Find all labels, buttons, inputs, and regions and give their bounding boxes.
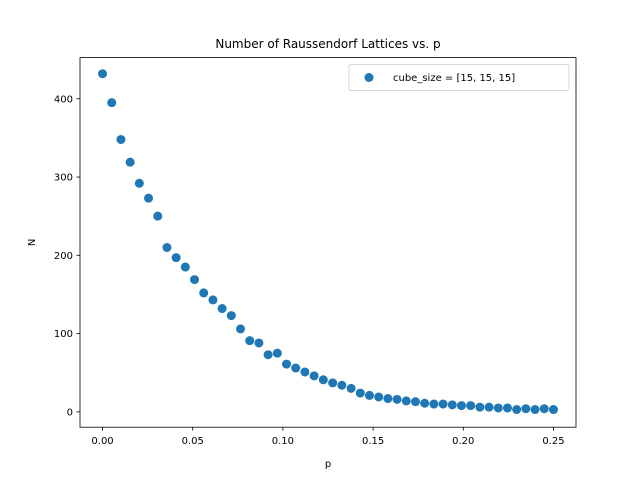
x-tick-label: 0.20 bbox=[452, 436, 474, 447]
legend: cube_size = [15, 15, 15] bbox=[348, 64, 570, 91]
data-point bbox=[263, 350, 273, 360]
data-point bbox=[521, 404, 531, 414]
data-point bbox=[447, 400, 457, 410]
data-point bbox=[300, 367, 310, 377]
data-point bbox=[548, 405, 558, 415]
x-tick-label: 0.10 bbox=[272, 436, 294, 447]
plot-area bbox=[80, 57, 576, 428]
data-point bbox=[420, 398, 430, 408]
data-point bbox=[364, 390, 374, 400]
data-point bbox=[392, 394, 402, 404]
data-point bbox=[355, 388, 365, 398]
data-point bbox=[107, 98, 117, 108]
x-tick-label: 0.15 bbox=[362, 436, 384, 447]
data-point bbox=[125, 157, 135, 167]
data-point bbox=[171, 253, 181, 263]
data-point bbox=[162, 242, 172, 252]
legend-marker bbox=[364, 73, 374, 82]
data-point bbox=[401, 396, 411, 406]
legend-label: cube_size = [15, 15, 15] bbox=[393, 73, 515, 84]
data-point bbox=[144, 193, 154, 203]
data-point bbox=[530, 405, 540, 415]
legend-box bbox=[348, 64, 570, 91]
data-point bbox=[456, 401, 466, 411]
data-points bbox=[98, 69, 558, 415]
data-point bbox=[309, 371, 319, 381]
y-tick-label: 400 bbox=[54, 94, 73, 105]
data-point bbox=[134, 178, 144, 188]
data-point bbox=[291, 363, 301, 373]
data-point bbox=[539, 404, 549, 414]
data-point bbox=[475, 402, 485, 412]
data-point bbox=[245, 336, 255, 346]
data-point bbox=[199, 288, 209, 298]
x-tick-label: 0.25 bbox=[542, 436, 564, 447]
data-point bbox=[429, 399, 439, 409]
data-point bbox=[190, 275, 200, 285]
data-point bbox=[236, 324, 246, 334]
data-point bbox=[208, 295, 218, 305]
data-point bbox=[226, 311, 236, 321]
y-tick-label: 0 bbox=[67, 407, 73, 418]
y-axis: 0 100 200 300 400 bbox=[54, 94, 80, 418]
data-point bbox=[438, 399, 448, 409]
data-point bbox=[180, 262, 190, 272]
data-point bbox=[466, 401, 476, 411]
data-point bbox=[272, 348, 282, 358]
data-point bbox=[217, 304, 227, 314]
y-tick-label: 300 bbox=[54, 173, 73, 184]
data-point bbox=[512, 405, 522, 415]
x-axis: 0.00 0.05 0.10 0.15 0.20 0.25 bbox=[91, 427, 565, 447]
data-point bbox=[346, 383, 356, 393]
data-point bbox=[337, 380, 347, 390]
y-tick-label: 100 bbox=[54, 329, 73, 340]
x-tick-label: 0.00 bbox=[91, 436, 113, 447]
data-point bbox=[410, 397, 420, 407]
data-point bbox=[116, 134, 126, 144]
data-point bbox=[484, 402, 494, 412]
data-point bbox=[502, 403, 512, 413]
data-point bbox=[383, 394, 393, 404]
data-point bbox=[153, 211, 163, 221]
data-point bbox=[318, 375, 328, 385]
plot-frame bbox=[79, 57, 577, 428]
data-point bbox=[98, 69, 108, 79]
x-axis-label: p bbox=[325, 459, 331, 470]
y-tick-label: 200 bbox=[54, 251, 73, 262]
data-point bbox=[254, 338, 264, 348]
data-point bbox=[493, 403, 503, 413]
x-tick-label: 0.05 bbox=[182, 436, 204, 447]
data-point bbox=[282, 359, 292, 369]
y-axis-label: N bbox=[27, 239, 38, 246]
chart-title: Number of Raussendorf Lattices vs. p bbox=[215, 37, 440, 51]
data-point bbox=[328, 378, 338, 388]
data-point bbox=[374, 392, 384, 402]
